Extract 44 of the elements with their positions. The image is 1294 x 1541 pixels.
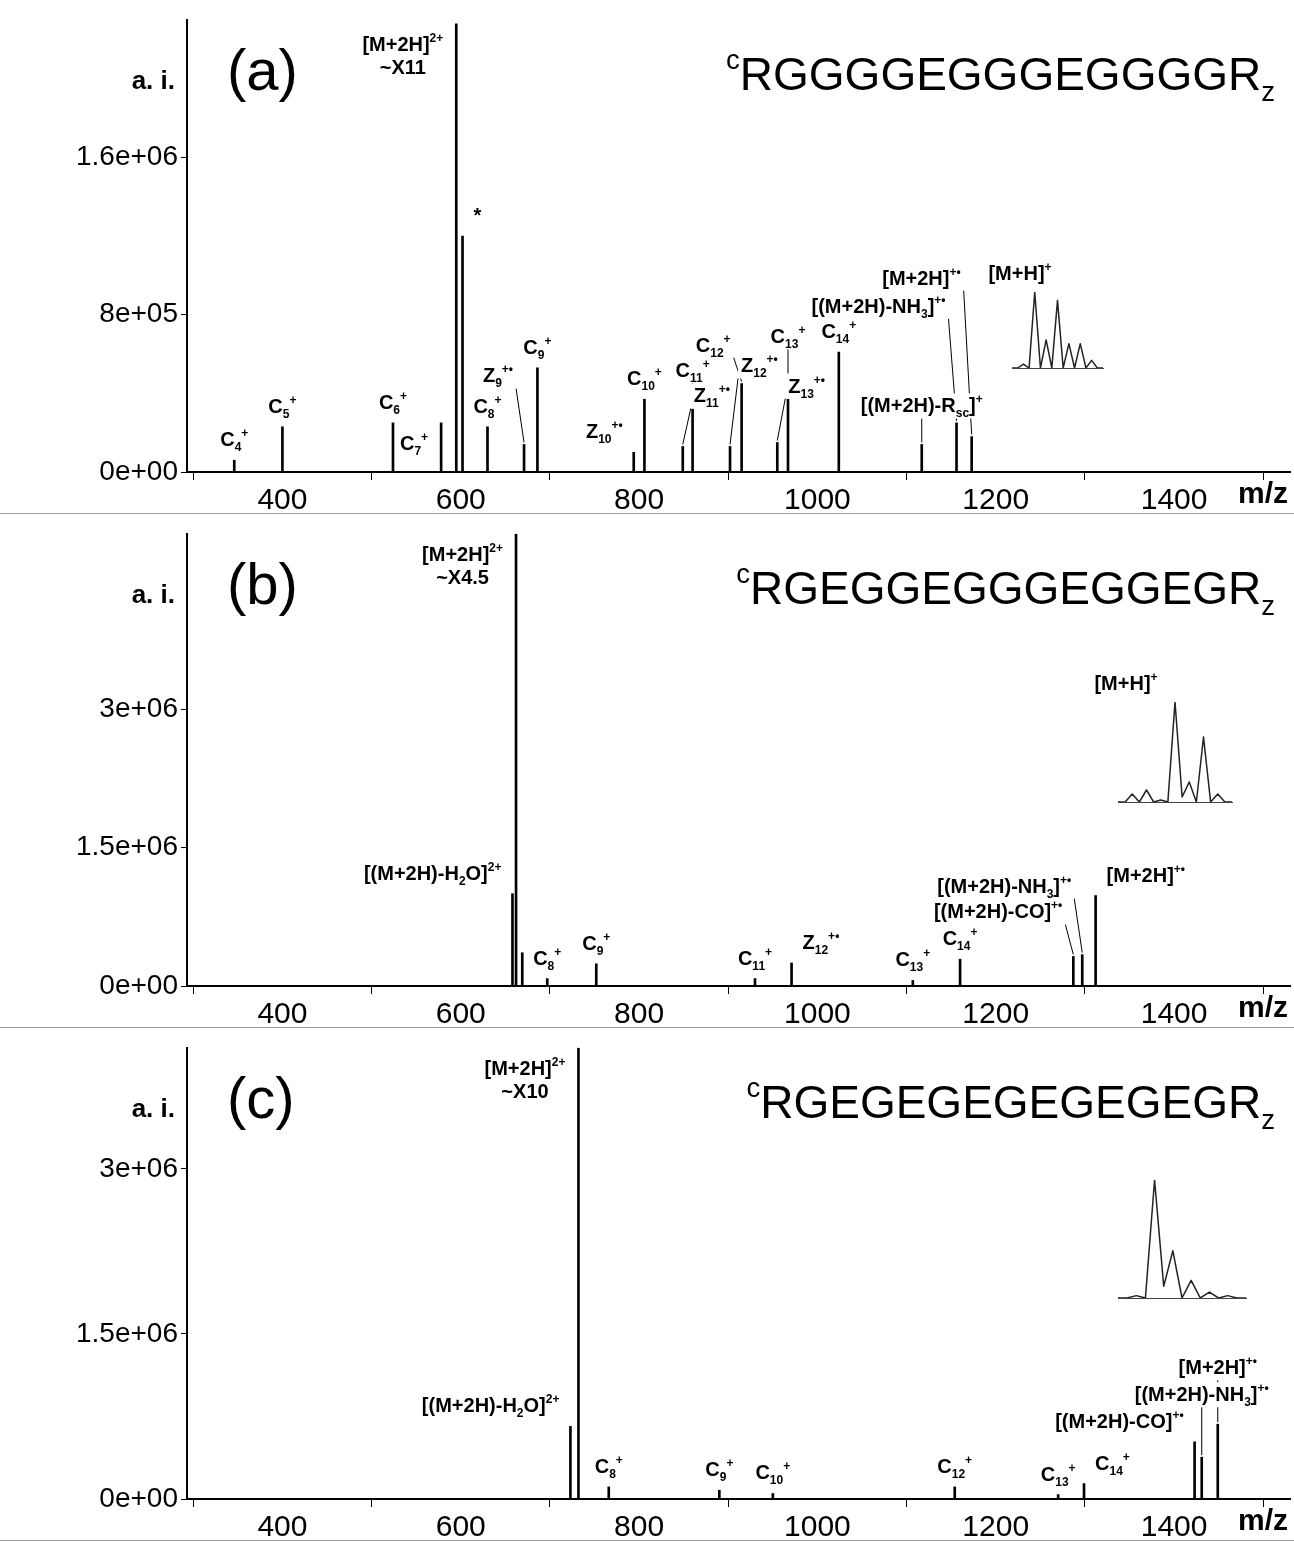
x-tick-label: 1400 <box>1140 996 1208 1030</box>
y-tick-label: 0e+00 <box>99 454 178 486</box>
y-tick-label: 0e+00 <box>99 1481 178 1513</box>
x-tick-label: 1200 <box>962 482 1030 516</box>
x-tick-label: 1400 <box>1140 482 1208 516</box>
y-tick-label: 8e+05 <box>99 297 178 329</box>
y-tick-label: 3e+06 <box>99 1151 178 1183</box>
x-tick-label: 800 <box>614 996 665 1030</box>
x-tick-label: 1400 <box>1140 1509 1208 1541</box>
y-tick-label: 0e+00 <box>99 968 178 1000</box>
annotation: [M+H]+ <box>1094 670 1158 694</box>
x-axis-title: m/z <box>1237 1503 1288 1537</box>
annotation: [(M+2H)-CO]+• <box>933 898 1063 923</box>
x-tick-label: 600 <box>435 482 486 516</box>
annotation: [(M+2H)-CO]+• <box>1055 1407 1184 1432</box>
annotation: * <box>473 204 482 227</box>
chart-title: (b) <box>227 550 298 616</box>
x-tick-label: 800 <box>614 1509 665 1541</box>
annotation: [M+2H]+• <box>1106 861 1186 886</box>
x-tick-label: 1200 <box>962 996 1030 1030</box>
x-tick-label: 400 <box>257 1509 308 1541</box>
y-tick-label: 3e+06 <box>99 691 178 723</box>
x-tick-label: 400 <box>257 482 308 516</box>
x-tick-label: 1000 <box>784 996 851 1030</box>
x-tick-label: 1000 <box>784 482 851 516</box>
x-tick-label: 1000 <box>784 1509 851 1541</box>
y-tick-label: 1.5e+06 <box>76 1316 178 1348</box>
x-tick-label: 800 <box>614 482 665 516</box>
y-axis-title: a. i. <box>131 64 175 95</box>
x-tick-label: 1200 <box>962 1509 1030 1541</box>
x-tick-label: 400 <box>257 996 308 1030</box>
x-tick-label: 600 <box>435 1509 486 1541</box>
annotation: [M+H]+ <box>988 260 1052 284</box>
annotation: [M+2H]+• <box>1178 1354 1257 1379</box>
annotation: [M+2H]+• <box>882 264 961 289</box>
chart-title: (a) <box>227 36 298 102</box>
y-axis-title: a. i. <box>131 1092 175 1123</box>
x-axis-title: m/z <box>1237 990 1288 1024</box>
y-tick-label: 1.5e+06 <box>76 830 178 862</box>
x-tick-label: 600 <box>435 996 486 1030</box>
y-tick-label: 1.6e+06 <box>76 140 178 172</box>
chart-title: (c) <box>227 1064 295 1130</box>
x-axis-title: m/z <box>1237 476 1288 510</box>
y-axis-title: a. i. <box>131 578 175 609</box>
